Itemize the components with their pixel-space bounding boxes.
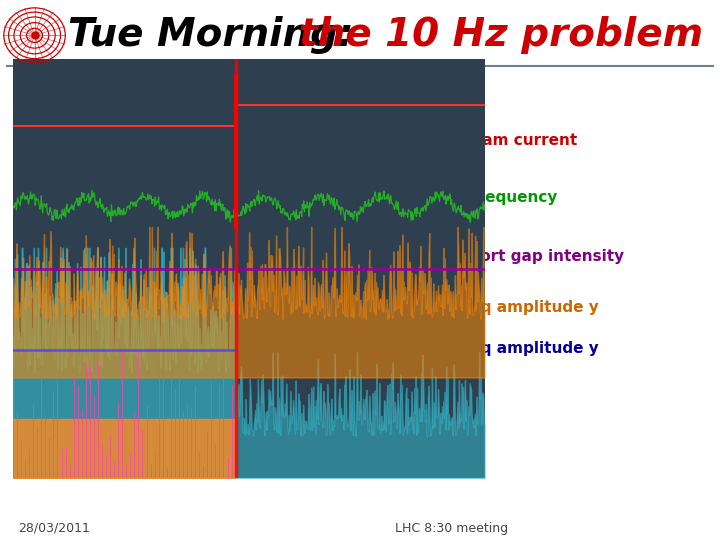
Text: bbq amplitude y: bbq amplitude y [459, 300, 599, 315]
Text: the 10 Hz problem: the 10 Hz problem [299, 16, 703, 54]
Text: beam current: beam current [461, 133, 577, 148]
Text: • en detail: b 1: • en detail: b 1 [25, 75, 172, 94]
Text: 28/03/2011: 28/03/2011 [18, 522, 90, 535]
Text: bbq amplitude y: bbq amplitude y [459, 341, 599, 356]
Text: Tue Morning:: Tue Morning: [68, 16, 367, 54]
Text: LHC 8:30 meeting: LHC 8:30 meeting [395, 522, 508, 535]
Text: frequency: frequency [472, 190, 558, 205]
Text: abort gap intensity: abort gap intensity [459, 249, 624, 264]
